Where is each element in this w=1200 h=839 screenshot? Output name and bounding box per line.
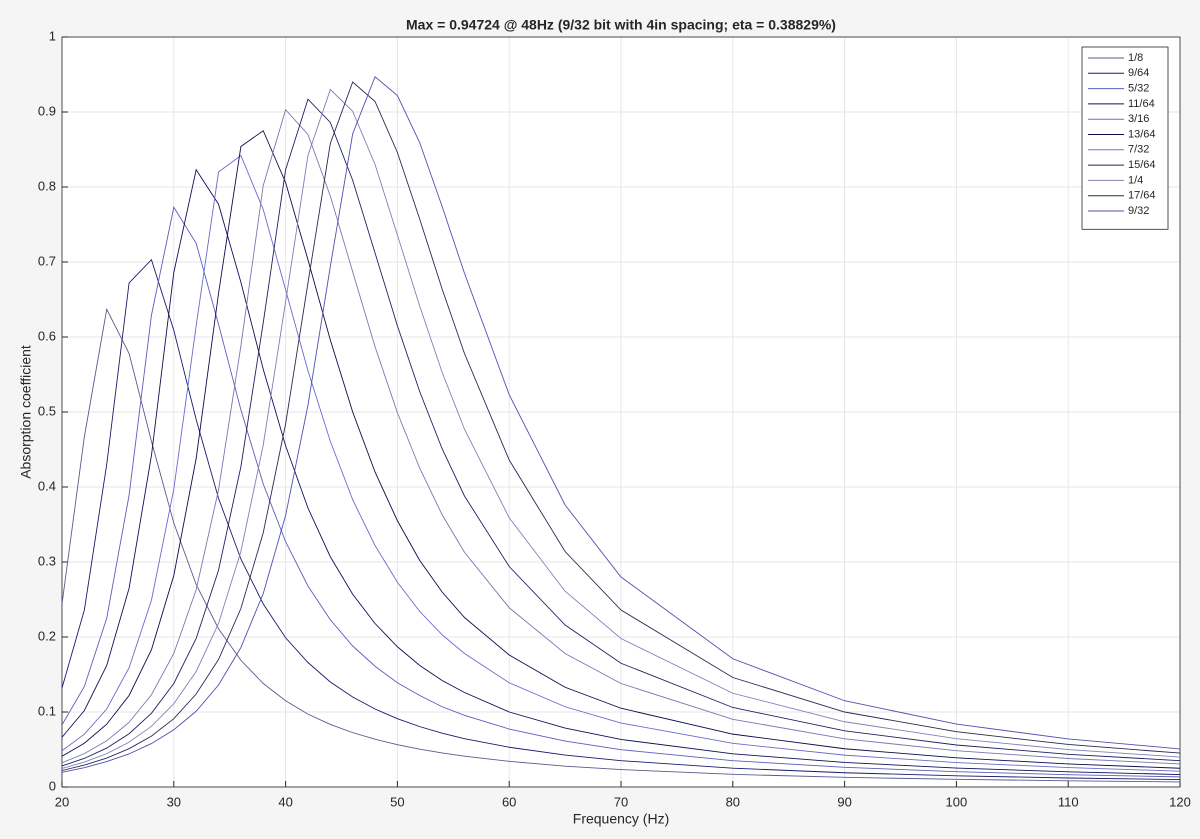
axes-box [61, 36, 1181, 788]
y-tick-label: 0.8 [38, 178, 56, 193]
x-tick-label: 70 [614, 794, 628, 809]
series-line [61, 168, 1181, 775]
legend-label: 11/64 [1128, 98, 1155, 110]
x-tick-label: 110 [1058, 794, 1079, 809]
series-line [61, 108, 1181, 765]
series-line [61, 206, 1181, 778]
y-tick-label: 0.3 [38, 553, 56, 568]
legend-label: 1/4 [1128, 174, 1143, 186]
x-tick-label: 20 [55, 794, 69, 809]
legend-label: 13/64 [1128, 128, 1156, 140]
chart-title: Max = 0.94724 @ 48Hz (9/32 bit with 4in … [406, 17, 836, 33]
series-line [61, 88, 1181, 769]
legend-label: 5/32 [1128, 83, 1149, 95]
legend-label: 1/8 [1128, 52, 1143, 64]
x-tick-label: 60 [502, 794, 516, 809]
legend-box [1081, 46, 1169, 230]
series-line [61, 307, 1181, 783]
y-axis-label: Absorption coefficient [18, 345, 34, 479]
legend-label: 17/64 [1128, 190, 1156, 202]
series-line [61, 98, 1181, 767]
series-line [61, 154, 1181, 772]
y-tick-label: 1 [49, 28, 56, 43]
y-tick-label: 0 [49, 778, 56, 793]
series-line [61, 81, 1181, 771]
y-tick-label: 0.4 [38, 478, 56, 493]
legend-label: 15/64 [1128, 159, 1156, 171]
x-tick-label: 90 [837, 794, 851, 809]
legend-label: 9/64 [1128, 67, 1149, 79]
x-tick-label: 120 [1169, 794, 1191, 809]
series-line [61, 258, 1181, 780]
series-line [61, 76, 1181, 773]
x-tick-label: 100 [946, 794, 968, 809]
series-line [61, 130, 1181, 769]
y-tick-label: 0.6 [38, 328, 56, 343]
x-tick-label: 80 [726, 794, 740, 809]
legend-label: 7/32 [1128, 144, 1149, 156]
x-axis-label: Frequency (Hz) [573, 811, 669, 827]
x-tick-label: 40 [278, 794, 292, 809]
y-tick-label: 0.1 [38, 703, 56, 718]
x-tick-label: 30 [167, 794, 181, 809]
y-tick-label: 0.5 [38, 403, 56, 418]
legend-label: 3/16 [1128, 113, 1149, 125]
legend-label: 9/32 [1128, 205, 1149, 217]
y-tick-label: 0.2 [38, 628, 56, 643]
x-tick-label: 50 [390, 794, 404, 809]
y-tick-label: 0.7 [38, 253, 56, 268]
y-tick-label: 0.9 [38, 103, 56, 118]
